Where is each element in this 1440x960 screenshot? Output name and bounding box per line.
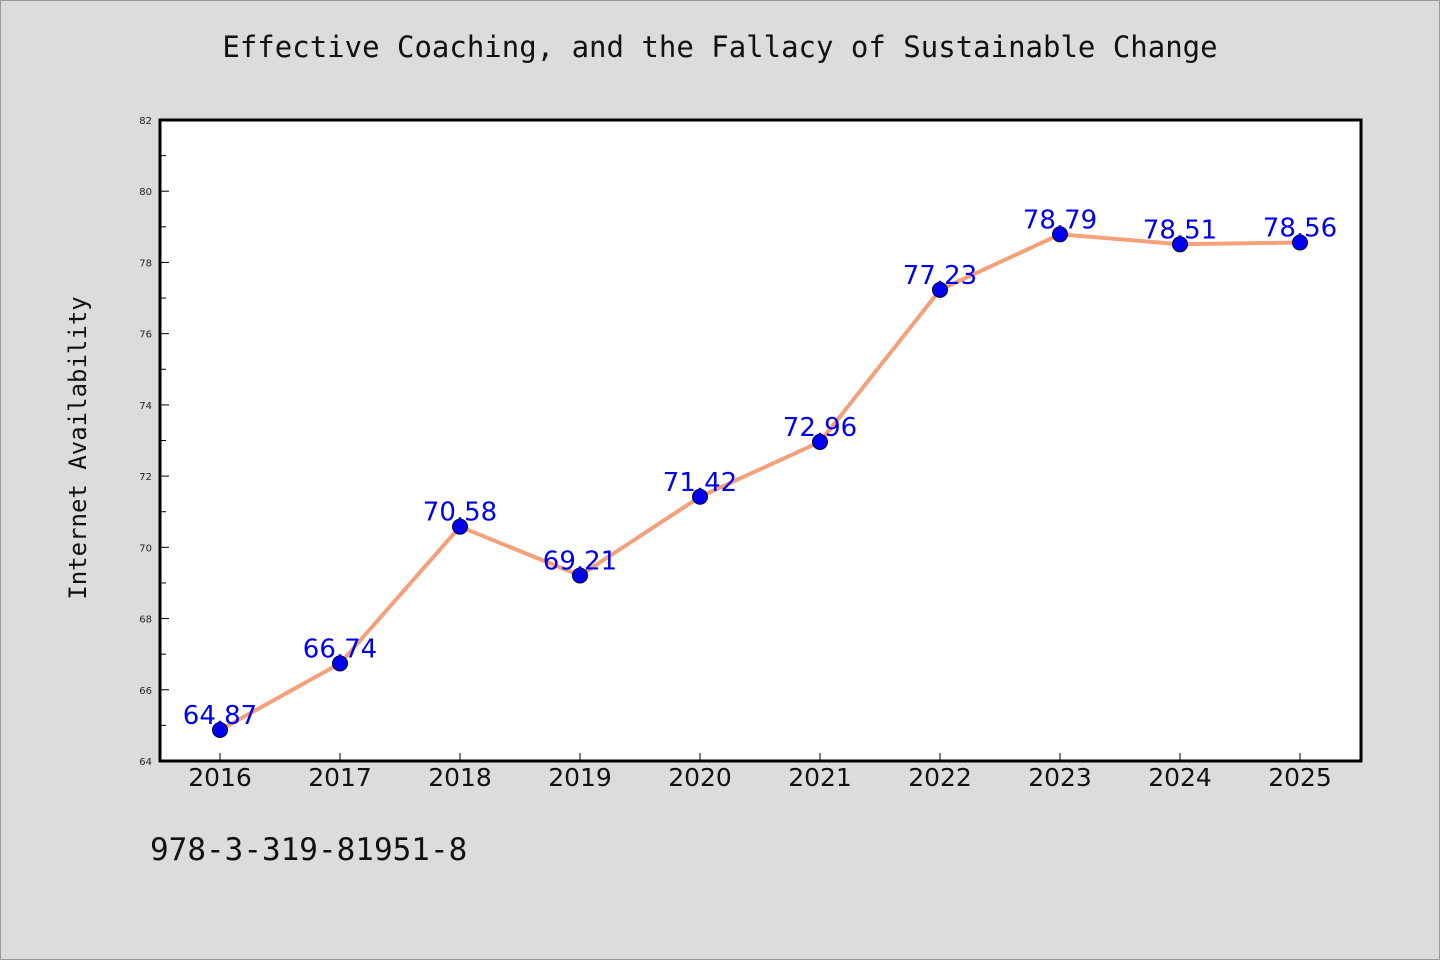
data-point bbox=[212, 722, 228, 739]
x-tick-label: 2023 bbox=[1028, 763, 1092, 792]
data-point bbox=[692, 488, 708, 505]
x-tick-label: 2019 bbox=[548, 763, 612, 792]
x-tick-label: 2017 bbox=[308, 763, 372, 792]
data-markers bbox=[212, 226, 1308, 739]
y-axis-label: Internet Availability bbox=[64, 296, 92, 599]
data-label: 70.58 bbox=[423, 498, 497, 528]
chart-title: Effective Coaching, and the Fallacy of S… bbox=[222, 30, 1218, 64]
y-tick-label: 70 bbox=[139, 543, 152, 554]
data-labels: 64.87 66.74 70.58 69.21 71.42 72.96 77.23 78.79… bbox=[183, 205, 1337, 731]
isbn-code: 978-3-319-81951-8 bbox=[150, 832, 468, 868]
x-tick-label: 2020 bbox=[668, 763, 732, 792]
y-tick-label: 64 bbox=[139, 757, 152, 768]
x-axis-ticks: 2016 2017 2018 2019 2020 2021 2022 2023 2024 2025 bbox=[188, 753, 1332, 792]
data-label: 78.79 bbox=[1023, 205, 1097, 235]
x-tick-label: 2022 bbox=[908, 763, 972, 792]
data-point bbox=[452, 518, 468, 535]
data-point bbox=[812, 433, 828, 450]
data-label: 71.42 bbox=[663, 468, 737, 498]
x-tick-label: 2025 bbox=[1268, 763, 1332, 792]
y-tick-label: 82 bbox=[139, 116, 152, 127]
data-label: 78.56 bbox=[1263, 214, 1337, 244]
data-label: 69.21 bbox=[543, 546, 617, 576]
data-label: 78.51 bbox=[1143, 215, 1217, 245]
y-tick-label: 74 bbox=[139, 401, 152, 412]
data-point bbox=[1292, 234, 1308, 251]
data-point bbox=[572, 567, 588, 584]
y-tick-label: 66 bbox=[139, 686, 152, 697]
data-label: 64.87 bbox=[183, 701, 257, 731]
data-point bbox=[332, 655, 348, 672]
data-label: 72.96 bbox=[783, 413, 857, 443]
data-label: 77.23 bbox=[903, 261, 977, 291]
y-tick-label: 76 bbox=[139, 330, 152, 341]
data-point bbox=[932, 281, 948, 298]
series-line bbox=[219, 232, 1301, 732]
series-line-group bbox=[219, 232, 1301, 732]
x-tick-label: 2024 bbox=[1148, 763, 1212, 792]
y-tick-label: 72 bbox=[139, 472, 152, 483]
y-tick-label: 80 bbox=[139, 187, 152, 198]
x-tick-label: 2018 bbox=[428, 763, 492, 792]
data-label: 66.74 bbox=[303, 634, 377, 664]
x-tick-label: 2016 bbox=[188, 763, 252, 792]
y-tick-label: 78 bbox=[139, 258, 152, 269]
plot-area bbox=[158, 118, 1363, 763]
x-tick-label: 2021 bbox=[788, 763, 852, 792]
data-point bbox=[1052, 226, 1068, 243]
y-tick-label: 68 bbox=[139, 615, 152, 626]
y-axis-ticks: 64 66 68 70 72 74 76 78 80 82 bbox=[139, 116, 169, 768]
data-point bbox=[1172, 236, 1188, 253]
